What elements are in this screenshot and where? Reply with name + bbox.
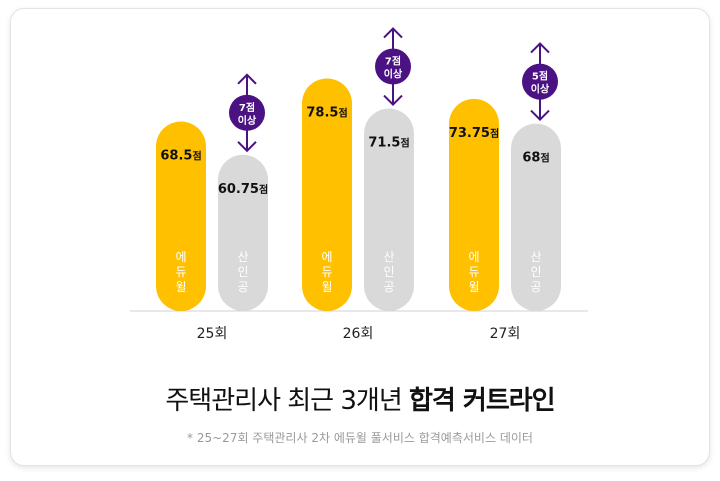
difference-label-line1: 5점 <box>532 71 548 83</box>
series-name-char: 에 <box>321 250 332 264</box>
bar-chart: 68.5점에듀윌60.75점산인공7점이상25회78.5점에듀윌71.5점산인공… <box>130 27 588 342</box>
series-name-char: 듀 <box>175 265 186 279</box>
arrow-up-icon <box>383 27 403 39</box>
series-name-char: 윌 <box>175 280 186 294</box>
bar-eduwill-3 <box>449 98 499 311</box>
difference-badge <box>375 48 411 85</box>
value-label: 73.75점 <box>449 126 499 141</box>
bar-eduwill-2 <box>302 78 352 311</box>
bar-saninkong-3 <box>511 123 561 311</box>
arrow-up-icon <box>530 42 550 54</box>
arrow-down-icon <box>383 94 403 106</box>
bar-saninkong-2 <box>364 108 414 311</box>
series-name-char: 산 <box>237 250 248 264</box>
series-name-char: 공 <box>530 280 541 294</box>
category-label: 27회 <box>490 326 521 342</box>
category-label: 26회 <box>343 326 374 342</box>
arrow-down-icon <box>530 109 550 122</box>
series-name-char: 공 <box>383 280 394 294</box>
value-label: 68.5점 <box>160 148 201 163</box>
bar-eduwill-1 <box>156 121 206 311</box>
series-name-char: 인 <box>383 265 394 279</box>
chart-title-regular: 주택관리사 최근 3개년 <box>165 386 410 416</box>
difference-badge <box>522 63 558 100</box>
value-label: 71.5점 <box>368 136 409 151</box>
value-label: 68점 <box>522 151 549 166</box>
arrow-up-icon <box>237 73 257 85</box>
value-label: 78.5점 <box>306 105 347 120</box>
series-name-char: 윌 <box>468 280 479 294</box>
chart-title-bold: 합격 커트라인 <box>409 386 556 416</box>
value-label: 60.75점 <box>218 182 268 197</box>
difference-badge <box>229 94 265 131</box>
series-name-char: 에 <box>175 250 186 264</box>
difference-label-line2: 이상 <box>238 114 257 127</box>
series-name-char: 산 <box>383 250 394 264</box>
series-name-char: 듀 <box>321 265 332 279</box>
difference-label-line2: 이상 <box>384 68 403 81</box>
category-label: 25회 <box>197 326 228 342</box>
arrow-down-icon <box>237 141 257 153</box>
series-name-char: 인 <box>237 265 248 279</box>
card <box>10 8 710 466</box>
bar-saninkong-1 <box>218 154 268 311</box>
footnote: * 25~27회 주택관리사 2차 에듀윌 풀서비스 합격예측서비스 데이터 <box>187 431 533 445</box>
series-name-char: 에 <box>468 250 479 264</box>
series-name-char: 윌 <box>321 280 332 294</box>
difference-label-line1: 7점 <box>385 56 401 68</box>
difference-label-line2: 이상 <box>531 83 550 96</box>
series-name-char: 공 <box>237 280 248 294</box>
difference-label-line1: 7점 <box>239 102 255 114</box>
series-name-char: 산 <box>530 250 541 264</box>
series-name-char: 듀 <box>468 265 479 279</box>
chart-title: 주택관리사 최근 3개년 합격 커트라인 <box>0 380 720 417</box>
series-name-char: 인 <box>530 265 541 279</box>
